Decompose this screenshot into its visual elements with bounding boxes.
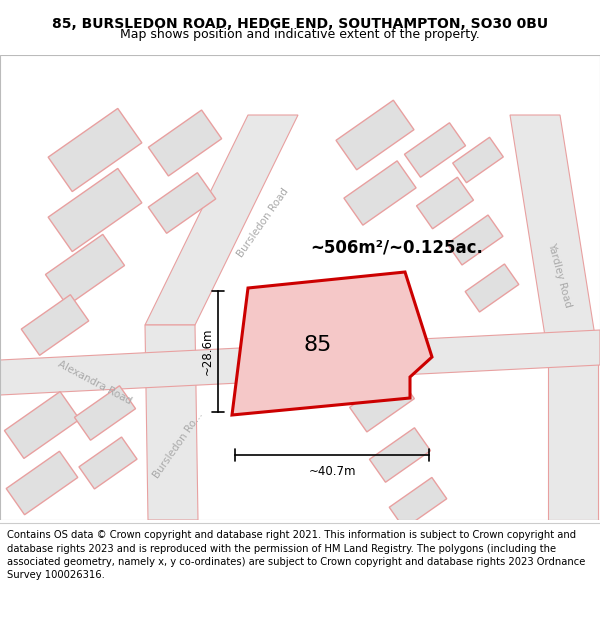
Polygon shape bbox=[232, 272, 432, 415]
Polygon shape bbox=[46, 234, 125, 306]
Polygon shape bbox=[145, 325, 198, 520]
Polygon shape bbox=[510, 115, 598, 355]
Polygon shape bbox=[447, 215, 503, 265]
Polygon shape bbox=[148, 173, 216, 233]
Polygon shape bbox=[6, 451, 78, 515]
Text: 85: 85 bbox=[304, 335, 332, 355]
Polygon shape bbox=[48, 168, 142, 252]
Polygon shape bbox=[21, 294, 89, 356]
Text: ~40.7m: ~40.7m bbox=[308, 465, 356, 478]
Polygon shape bbox=[336, 100, 414, 170]
Text: Alexandra Road: Alexandra Road bbox=[56, 359, 134, 407]
Text: ~28.6m: ~28.6m bbox=[201, 328, 214, 375]
Text: Contains OS data © Crown copyright and database right 2021. This information is : Contains OS data © Crown copyright and d… bbox=[7, 531, 586, 580]
Text: Yardley Road: Yardley Road bbox=[547, 241, 574, 309]
Polygon shape bbox=[452, 138, 503, 182]
Text: 85, BURSLEDON ROAD, HEDGE END, SOUTHAMPTON, SO30 0BU: 85, BURSLEDON ROAD, HEDGE END, SOUTHAMPT… bbox=[52, 16, 548, 31]
Polygon shape bbox=[335, 316, 400, 374]
Text: ~506m²/~0.125ac.: ~506m²/~0.125ac. bbox=[310, 239, 483, 257]
Polygon shape bbox=[4, 392, 80, 458]
Polygon shape bbox=[389, 478, 447, 529]
Text: Map shows position and indicative extent of the property.: Map shows position and indicative extent… bbox=[120, 28, 480, 41]
Polygon shape bbox=[548, 355, 598, 520]
Polygon shape bbox=[404, 122, 466, 177]
Text: Bursledon Road: Bursledon Road bbox=[235, 187, 290, 259]
Polygon shape bbox=[0, 330, 600, 395]
Polygon shape bbox=[79, 437, 137, 489]
Polygon shape bbox=[344, 161, 416, 225]
Polygon shape bbox=[74, 386, 136, 440]
Polygon shape bbox=[48, 108, 142, 192]
Polygon shape bbox=[145, 115, 298, 325]
Text: Bursledon Ro...: Bursledon Ro... bbox=[151, 410, 205, 480]
Polygon shape bbox=[148, 110, 221, 176]
Polygon shape bbox=[350, 374, 415, 432]
Polygon shape bbox=[370, 428, 431, 483]
Polygon shape bbox=[416, 177, 473, 229]
Polygon shape bbox=[465, 264, 519, 312]
